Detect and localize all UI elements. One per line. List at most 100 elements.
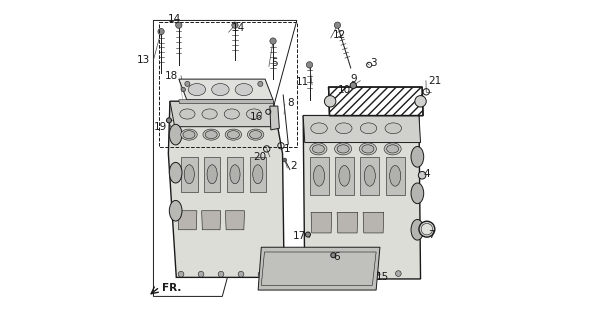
Ellipse shape — [335, 143, 352, 155]
Text: 8: 8 — [287, 98, 294, 108]
Text: 20: 20 — [254, 152, 266, 162]
Circle shape — [307, 271, 313, 276]
Ellipse shape — [335, 123, 352, 134]
Ellipse shape — [247, 129, 264, 140]
Ellipse shape — [212, 84, 229, 96]
Polygon shape — [337, 212, 358, 233]
Polygon shape — [202, 211, 221, 230]
Text: 11: 11 — [296, 77, 309, 87]
Text: 5: 5 — [271, 58, 278, 68]
Circle shape — [181, 87, 185, 92]
Circle shape — [421, 223, 433, 235]
Ellipse shape — [364, 165, 376, 186]
Ellipse shape — [411, 147, 424, 167]
Polygon shape — [204, 157, 220, 192]
Text: 4: 4 — [424, 169, 430, 179]
Ellipse shape — [362, 145, 374, 153]
Circle shape — [232, 22, 238, 28]
Circle shape — [198, 271, 204, 277]
Circle shape — [415, 96, 426, 107]
Circle shape — [185, 81, 190, 86]
Ellipse shape — [205, 131, 217, 139]
Circle shape — [258, 81, 263, 86]
Polygon shape — [310, 157, 329, 195]
Polygon shape — [303, 116, 421, 142]
Polygon shape — [329, 87, 423, 116]
Ellipse shape — [250, 131, 262, 139]
Ellipse shape — [385, 123, 401, 134]
Circle shape — [331, 252, 336, 258]
Circle shape — [329, 271, 335, 276]
Ellipse shape — [253, 165, 263, 184]
Ellipse shape — [384, 143, 401, 155]
Polygon shape — [181, 157, 197, 192]
Text: 14: 14 — [232, 23, 245, 33]
Ellipse shape — [188, 84, 206, 96]
Polygon shape — [311, 212, 332, 233]
Circle shape — [373, 271, 379, 276]
Ellipse shape — [360, 123, 377, 134]
Text: 19: 19 — [154, 122, 167, 132]
Polygon shape — [179, 79, 273, 100]
Polygon shape — [170, 101, 278, 127]
Ellipse shape — [337, 145, 349, 153]
Circle shape — [158, 28, 164, 35]
Polygon shape — [258, 247, 380, 290]
Circle shape — [418, 172, 426, 179]
Text: 14: 14 — [168, 14, 181, 24]
Circle shape — [218, 271, 224, 277]
Ellipse shape — [207, 165, 217, 184]
Circle shape — [176, 22, 182, 28]
Circle shape — [395, 271, 401, 276]
Text: 1: 1 — [284, 144, 291, 154]
Circle shape — [350, 82, 356, 89]
Text: 10: 10 — [338, 85, 351, 95]
Circle shape — [238, 271, 244, 277]
Ellipse shape — [411, 183, 424, 204]
Text: 16: 16 — [250, 112, 263, 122]
Text: 7: 7 — [428, 229, 435, 240]
Circle shape — [270, 38, 276, 44]
Polygon shape — [226, 211, 244, 230]
Circle shape — [334, 22, 341, 28]
Polygon shape — [178, 211, 197, 230]
Polygon shape — [303, 116, 421, 279]
Polygon shape — [360, 157, 379, 195]
Ellipse shape — [310, 143, 327, 155]
Circle shape — [258, 271, 264, 277]
Polygon shape — [250, 157, 266, 192]
Ellipse shape — [203, 129, 220, 140]
Text: 6: 6 — [334, 252, 340, 262]
Ellipse shape — [169, 200, 182, 221]
Ellipse shape — [202, 109, 217, 119]
Circle shape — [307, 62, 313, 68]
Ellipse shape — [247, 109, 262, 119]
Ellipse shape — [313, 145, 325, 153]
Circle shape — [166, 118, 172, 123]
Text: 2: 2 — [290, 161, 296, 171]
Text: 18: 18 — [164, 71, 178, 81]
Ellipse shape — [411, 220, 424, 240]
Polygon shape — [386, 157, 404, 195]
Ellipse shape — [184, 165, 194, 184]
Ellipse shape — [180, 109, 195, 119]
Ellipse shape — [313, 165, 325, 186]
Text: 17: 17 — [293, 231, 307, 241]
Polygon shape — [227, 157, 243, 192]
Circle shape — [178, 271, 184, 277]
Text: 21: 21 — [428, 76, 442, 86]
Ellipse shape — [386, 145, 398, 153]
Text: 12: 12 — [334, 30, 347, 40]
Ellipse shape — [225, 129, 242, 140]
Polygon shape — [363, 212, 384, 233]
Circle shape — [283, 158, 287, 162]
Circle shape — [419, 221, 435, 237]
Polygon shape — [335, 157, 354, 195]
Ellipse shape — [169, 162, 182, 183]
Ellipse shape — [181, 129, 197, 140]
Ellipse shape — [339, 165, 350, 186]
Ellipse shape — [169, 124, 182, 145]
Ellipse shape — [183, 131, 195, 139]
Ellipse shape — [311, 123, 327, 134]
Circle shape — [325, 96, 336, 107]
